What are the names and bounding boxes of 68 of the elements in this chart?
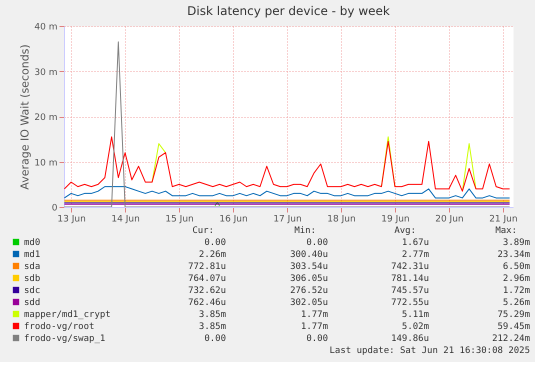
text: 59.45m xyxy=(497,322,530,332)
text: 303.54u xyxy=(290,262,328,272)
text: 75.29m xyxy=(497,310,530,320)
text: 2.26m xyxy=(198,250,226,260)
text: 302.05u xyxy=(290,298,328,308)
text: 5.26m xyxy=(502,298,530,308)
text: 762.46u xyxy=(188,298,226,308)
text: 149.86u xyxy=(391,334,429,344)
x-tick-label: 21 Jun xyxy=(489,214,518,224)
legend-label: sda xyxy=(24,262,40,272)
text: 0.00 xyxy=(204,334,226,344)
legend-label: sdc xyxy=(24,286,40,296)
x-tick-label: 17 Jun xyxy=(273,214,302,224)
line-series xyxy=(64,136,510,192)
text: 3.89m xyxy=(502,238,530,248)
x-tick-label: 13 Jun xyxy=(57,214,86,224)
text: 1.72m xyxy=(502,286,530,296)
text: 1.77m xyxy=(300,310,328,320)
legend-label: mapper/md1_crypt xyxy=(24,310,111,320)
legend-label: md1 xyxy=(24,250,40,260)
text: 3.85m xyxy=(198,310,226,320)
x-tick-label: 15 Jun xyxy=(165,214,194,224)
text: 300.40u xyxy=(290,250,328,260)
text: 3.85m xyxy=(198,322,226,332)
text: 0.00 xyxy=(306,334,328,344)
text: 212.24m xyxy=(492,334,530,344)
legend-label: sdd xyxy=(24,298,40,308)
text: 2.77m xyxy=(402,250,429,260)
text: Cur: xyxy=(192,226,214,236)
y-tick-label: 20 m xyxy=(34,113,58,123)
y-axis-title: Average IO Wait (seconds) xyxy=(18,44,32,190)
legend-label: md0 xyxy=(24,238,40,248)
text: 306.05u xyxy=(290,274,328,284)
text: 5.02m xyxy=(402,322,429,332)
text: 276.52u xyxy=(290,286,328,296)
text: 772.81u xyxy=(188,262,226,272)
y-tick-label: 10 m xyxy=(34,158,58,168)
text: Avg: xyxy=(394,226,416,236)
text: 5.11m xyxy=(402,310,429,320)
y-tick-label: 0 xyxy=(52,204,58,214)
text: 772.55u xyxy=(391,298,429,308)
line-series xyxy=(64,186,510,198)
text: 1.77m xyxy=(300,322,328,332)
x-tick-label: 14 Jun xyxy=(111,214,140,224)
text: 745.57u xyxy=(391,286,429,296)
legend-label: frodo-vg/root xyxy=(24,322,94,332)
text: 764.07u xyxy=(188,274,226,284)
text: 732.62u xyxy=(188,286,226,296)
text: Min: xyxy=(294,226,316,236)
text: 0.00 xyxy=(306,238,328,248)
chart-title: Disk latency per device - by week xyxy=(187,4,390,18)
x-tick-label: 20 Jun xyxy=(435,214,464,224)
x-tick-label: 18 Jun xyxy=(327,214,356,224)
legend-label: frodo-vg/swap_1 xyxy=(24,334,106,344)
x-tick-label: 16 Jun xyxy=(219,214,248,224)
text: 6.50m xyxy=(502,262,530,272)
text: 781.14u xyxy=(391,274,429,284)
text: Last update: Sat Jun 21 16:30:08 2025 xyxy=(330,346,530,356)
text: 0.00 xyxy=(204,238,226,248)
y-tick-label: 40 m xyxy=(34,22,58,32)
x-tick-label: 19 Jun xyxy=(381,214,410,224)
y-tick-label: 30 m xyxy=(34,68,58,78)
legend-label: sdb xyxy=(24,274,40,284)
text: 23.34m xyxy=(497,250,530,260)
text: 1.67u xyxy=(402,238,429,248)
text: Max: xyxy=(495,226,517,236)
text: 742.31u xyxy=(391,262,429,272)
text: 2.96m xyxy=(502,274,530,284)
